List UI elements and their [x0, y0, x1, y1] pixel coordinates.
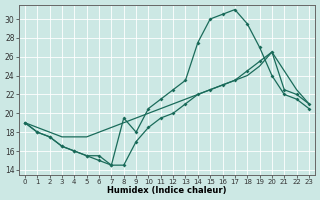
X-axis label: Humidex (Indice chaleur): Humidex (Indice chaleur) — [107, 186, 227, 195]
